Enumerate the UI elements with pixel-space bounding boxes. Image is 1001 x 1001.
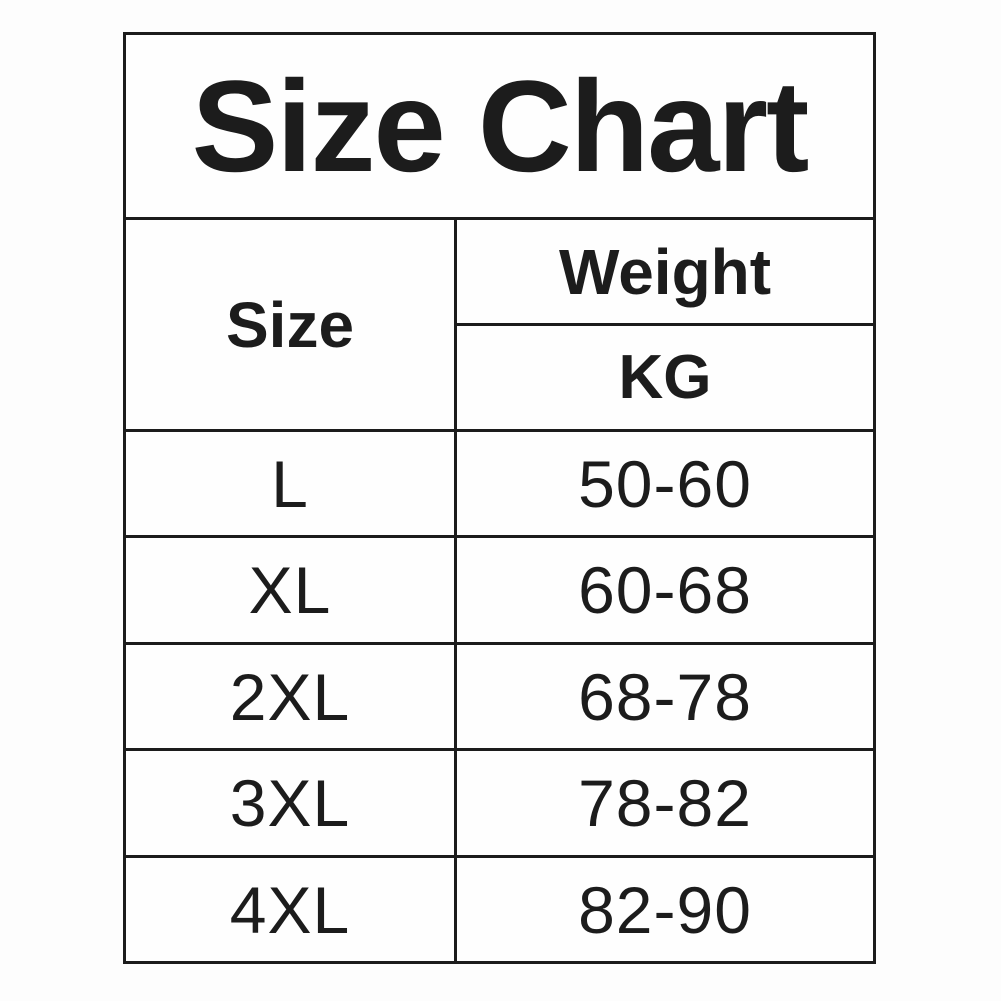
size-cell-4xl: 4XL <box>126 858 454 961</box>
column-header-size: Size <box>126 220 454 429</box>
weight-cell-3xl: 78-82 <box>457 751 873 855</box>
weight-cell-xl: 60-68 <box>457 538 873 642</box>
column-header-unit-kg: KG <box>457 326 873 429</box>
size-chart-table: Size Chart Size Weight KG L 50-60 XL 60-… <box>123 32 876 964</box>
weight-cell-l: 50-60 <box>457 432 873 535</box>
size-cell-xl: XL <box>126 538 454 642</box>
size-chart-title: Size Chart <box>126 35 873 217</box>
size-cell-3xl: 3XL <box>126 751 454 855</box>
weight-cell-2xl: 68-78 <box>457 645 873 748</box>
weight-cell-4xl: 82-90 <box>457 858 873 961</box>
column-header-weight: Weight <box>457 220 873 323</box>
size-cell-l: L <box>126 432 454 535</box>
size-cell-2xl: 2XL <box>126 645 454 748</box>
